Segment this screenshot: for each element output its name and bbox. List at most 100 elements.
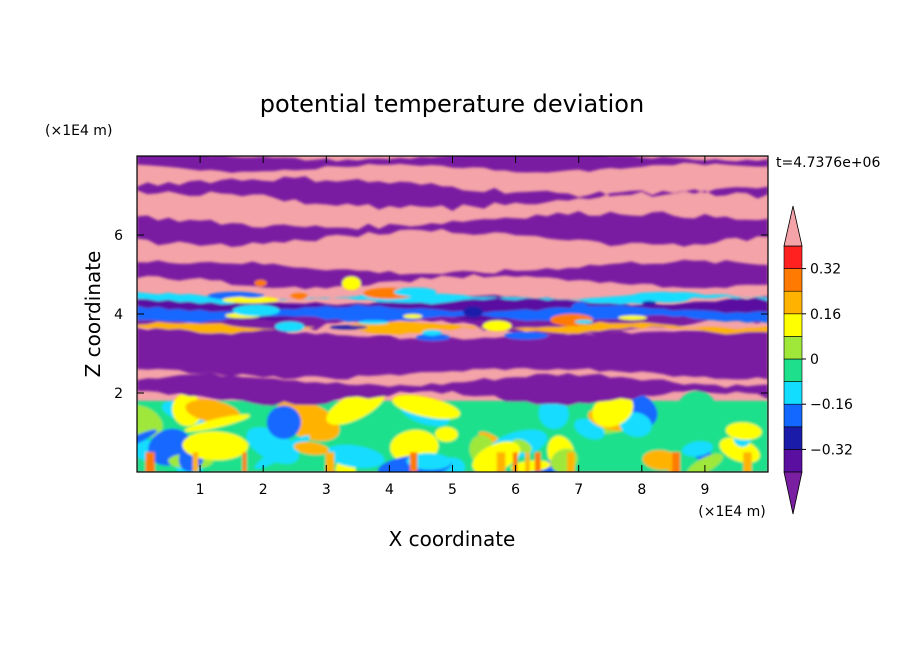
contour-band [137, 304, 768, 324]
colorbar-swatch [783, 381, 803, 405]
contour-band [137, 291, 768, 305]
contour-band [137, 176, 768, 211]
colorbar-swatch [783, 268, 803, 292]
contour-cell [641, 300, 657, 305]
contour-cell [293, 441, 329, 455]
contour-cell [743, 452, 752, 472]
y-tick-label: 4 [114, 307, 123, 323]
contour-cell [618, 315, 647, 321]
contour-cell [182, 431, 248, 461]
contour-cell [472, 441, 521, 472]
contour-cell [403, 314, 423, 319]
contour-cell [496, 452, 506, 472]
contour-cell [325, 452, 335, 472]
contour-field [137, 156, 768, 472]
contour-band [137, 259, 768, 290]
contour-cell [463, 306, 483, 318]
contour-cell [149, 452, 155, 472]
contour-cell [145, 452, 151, 472]
x-tick-label: 8 [637, 482, 646, 498]
contour-band [137, 372, 768, 406]
time-label: t=4.7376e+06 [776, 155, 880, 171]
contour-cell [574, 319, 594, 324]
y-axis-unit: (×1E4 m) [45, 123, 112, 139]
contour-cell [422, 329, 442, 336]
colorbar: 0.32 0.16 0 −0.16 −0.32 [783, 205, 853, 515]
contour-cell [242, 452, 247, 472]
contour-cell [341, 276, 361, 291]
contour-cell [222, 296, 279, 304]
y-tick-label: 2 [114, 386, 123, 402]
y-axis-ticks: 2 4 6 [114, 228, 768, 402]
y-axis-label: Z coordinate [81, 251, 105, 378]
contour-cell [266, 405, 302, 440]
y-tick-label: 6 [114, 228, 123, 244]
contour-cell [672, 452, 681, 472]
plot-area [137, 156, 768, 472]
x-tick-label: 9 [700, 482, 709, 498]
contour-band [137, 327, 768, 380]
contour-cell [415, 333, 451, 341]
contour-cell [324, 444, 385, 468]
contour-cell [393, 287, 437, 297]
contour-cell [357, 320, 389, 325]
colorbar-swatch [783, 245, 803, 269]
contour-cell [406, 453, 452, 470]
colorbar-swatch [783, 449, 803, 473]
x-tick-label: 1 [196, 482, 205, 498]
contour-cell [184, 414, 250, 432]
contour-cell [290, 292, 309, 300]
contour-cell [538, 398, 569, 430]
contour-cell [232, 304, 280, 317]
x-tick-label: 3 [322, 482, 331, 498]
contour-cell [534, 452, 541, 472]
colorbar-swatch [783, 313, 803, 337]
colorbar-label: 0.32 [810, 262, 841, 278]
contour-cell [686, 453, 724, 472]
colorbar-swatch [783, 358, 803, 382]
contour-cell [725, 422, 762, 440]
contour-cell [274, 321, 305, 332]
contour-cell [409, 452, 418, 472]
contour-cell [525, 452, 530, 472]
contour-cell [137, 405, 163, 438]
colorbar-swatch [783, 336, 803, 360]
colorbar-label: 0 [810, 352, 819, 368]
colorbar-over-arrow [783, 205, 803, 247]
contour-cell [571, 302, 589, 314]
contour-cell [192, 452, 199, 472]
colorbar-label: −0.16 [810, 397, 853, 413]
contour-cell [677, 391, 717, 426]
x-axis-ticks: 1 2 3 4 5 6 7 8 9 [196, 156, 709, 498]
colorbar-under-arrow [783, 471, 803, 515]
contour-cell [254, 279, 267, 287]
contour-cell [504, 331, 548, 340]
contour-band [137, 156, 768, 173]
contour-cell [567, 452, 575, 472]
colorbar-swatch [783, 426, 803, 450]
contour-cell [512, 452, 518, 472]
x-tick-label: 2 [259, 482, 268, 498]
contour-band [137, 211, 768, 247]
contour-cell [329, 325, 368, 330]
contour-cell [392, 395, 461, 420]
colorbar-label: −0.32 [810, 442, 853, 458]
x-axis-unit: (×1E4 m) [698, 504, 765, 520]
contour-cell [482, 320, 512, 332]
contour-cell [239, 293, 265, 298]
x-tick-label: 6 [511, 482, 520, 498]
contour-cell [647, 294, 690, 303]
contour-cell [434, 426, 458, 442]
x-tick-label: 7 [574, 482, 583, 498]
colorbar-label: 0.16 [810, 307, 841, 323]
contour-band [137, 321, 768, 335]
chart-title: potential temperature deviation [260, 90, 644, 118]
x-tick-label: 5 [448, 482, 457, 498]
colorbar-swatch [783, 403, 803, 428]
x-axis-label: X coordinate [389, 527, 516, 551]
x-tick-label: 4 [385, 482, 394, 498]
contour-cell [510, 460, 551, 472]
contour-cell [682, 441, 713, 457]
colorbar-swatch [783, 290, 803, 315]
